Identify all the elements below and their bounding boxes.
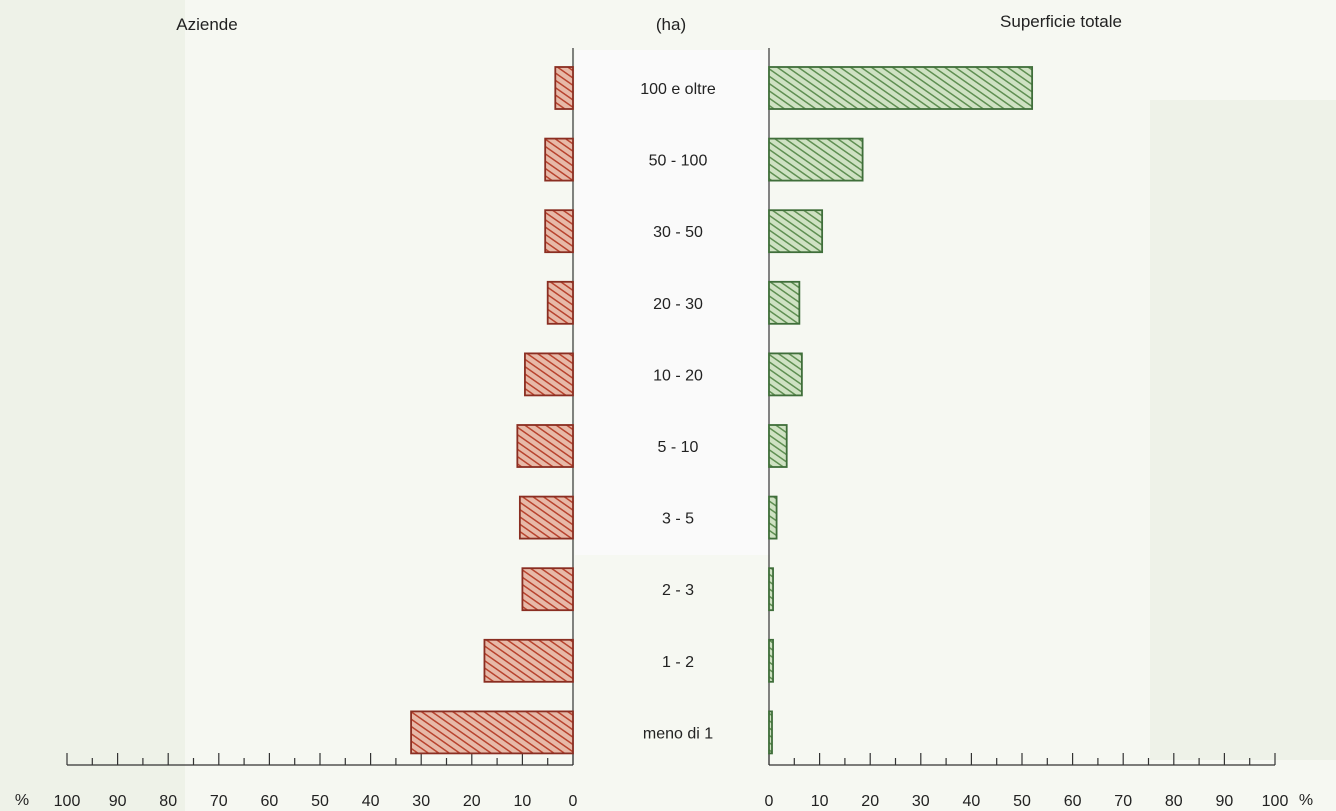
left-tick-label: 70	[210, 793, 228, 810]
left-tick-label: 30	[412, 793, 430, 810]
left-tick-label: 10	[514, 793, 532, 810]
bar-aziende	[521, 567, 574, 612]
right-tick-label: 80	[1165, 793, 1183, 810]
bar-superficie	[768, 352, 803, 397]
bar-aziende	[546, 280, 574, 325]
bar-superficie	[768, 209, 824, 254]
category-label: 3 - 5	[662, 511, 694, 528]
right-tick-label: 60	[1064, 793, 1082, 810]
right-tick-label: 70	[1114, 793, 1132, 810]
bar-superficie	[768, 66, 1034, 110]
left-tick-label: 0	[569, 793, 578, 810]
left-tick-label: 20	[463, 793, 481, 810]
bar-aziende	[544, 137, 574, 182]
right-tick-label: 10	[811, 793, 829, 810]
bar-superficie	[768, 710, 773, 755]
category-label: 10 - 20	[653, 367, 703, 384]
bar-superficie	[768, 495, 778, 540]
bar-superficie	[768, 280, 801, 325]
left-series-title: Aziende	[176, 15, 237, 34]
left-unit-label: %	[15, 792, 29, 809]
category-labels: 100 e oltre 50 - 100 30 - 50 20 - 30 10 - 20…	[640, 81, 716, 742]
right-tick-label: 20	[861, 793, 879, 810]
left-tick-label: 100	[54, 793, 81, 810]
category-label: 5 - 10	[658, 439, 699, 456]
bar-superficie	[768, 424, 788, 468]
bar-aziende	[483, 638, 574, 683]
right-series-title: Superficie totale	[1000, 12, 1122, 31]
bar-superficie	[768, 567, 774, 612]
right-tick-label: 0	[765, 793, 774, 810]
left-tick-label: 50	[311, 793, 329, 810]
bar-aziende	[410, 710, 574, 755]
right-tick-label: 90	[1216, 793, 1234, 810]
category-label: 30 - 50	[653, 224, 703, 241]
category-label: meno di 1	[643, 725, 713, 742]
category-label: 50 - 100	[649, 153, 708, 170]
category-label: 1 - 2	[662, 654, 694, 671]
bars-group	[410, 66, 1034, 755]
left-tick-label: 40	[362, 793, 380, 810]
category-label: 100 e oltre	[640, 81, 716, 98]
right-tick-label: 100	[1262, 793, 1289, 810]
bar-superficie	[768, 638, 774, 683]
left-tick-label: 90	[109, 793, 127, 810]
background-panel-right	[1150, 100, 1336, 760]
bar-aziende	[518, 495, 574, 540]
background-panel-left	[0, 0, 185, 811]
bar-aziende	[524, 352, 574, 397]
right-unit-label: %	[1299, 792, 1313, 809]
bar-aziende	[544, 209, 574, 254]
right-tick-label: 40	[963, 793, 981, 810]
left-tick-label: 60	[261, 793, 279, 810]
bar-aziende	[516, 424, 574, 468]
right-tick-label: 50	[1013, 793, 1031, 810]
category-panel	[575, 50, 770, 555]
right-tick-label: 30	[912, 793, 930, 810]
category-label: 20 - 30	[653, 296, 703, 313]
category-header: (ha)	[656, 15, 686, 34]
bar-superficie	[768, 137, 864, 182]
bar-aziende	[554, 66, 574, 110]
axis-ticks: 100 90 80 70 60 50 40 30 20 10 0 0 10 20 30 40 50 60 70 80 9…	[54, 753, 1289, 810]
category-label: 2 - 3	[662, 582, 694, 599]
left-tick-label: 80	[159, 793, 177, 810]
